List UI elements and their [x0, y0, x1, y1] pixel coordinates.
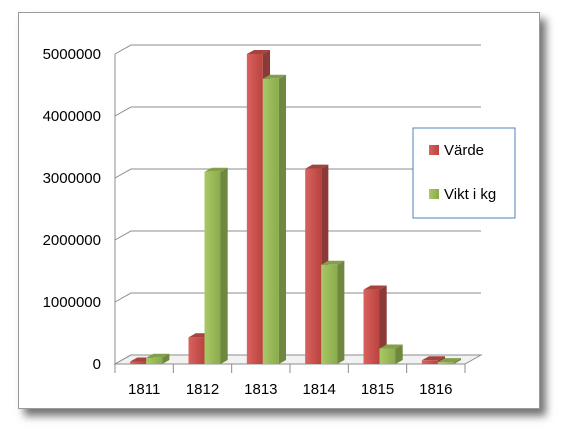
- y-tick-label: 0: [93, 356, 101, 373]
- legend-swatch: [429, 145, 439, 155]
- y-axis-ticks: 0 1000000 2000000 3000000 4000000 5000000: [43, 46, 101, 373]
- bars: [130, 49, 462, 365]
- x-tick-label: 1811: [128, 381, 160, 398]
- gridline: [114, 168, 481, 179]
- bar-vikt-i-kg-1811: [146, 353, 170, 364]
- gridline: [114, 44, 481, 55]
- bar-vikt-i-kg-1816: [437, 358, 462, 364]
- x-tick-label: 1814: [302, 381, 335, 398]
- gridline: [114, 106, 481, 117]
- legend-label: Vikt i kg: [444, 186, 496, 203]
- x-tick-label: 1816: [419, 381, 452, 398]
- x-axis-ticks: 1811 1812 1813 1814 1815 1816: [114, 364, 466, 398]
- x-tick-label: 1815: [361, 381, 394, 398]
- x-tick-label: 1813: [244, 381, 277, 398]
- legend-swatch: [429, 189, 439, 199]
- bar-v-rde-1815: [363, 285, 387, 364]
- y-tick-label: 4000000: [43, 108, 101, 125]
- y-tick-label: 2000000: [43, 232, 101, 249]
- bar-vikt-i-kg-1812: [204, 167, 228, 364]
- y-tick-label: 3000000: [43, 170, 101, 187]
- y-tick-label: 1000000: [43, 294, 101, 311]
- bar-vikt-i-kg-1814: [321, 260, 345, 364]
- legend-label: Värde: [444, 142, 484, 159]
- gridline: [114, 230, 481, 241]
- gridline: [114, 292, 481, 303]
- legend: Värde Vikt i kg: [412, 127, 516, 219]
- y-tick-label: 5000000: [43, 46, 101, 63]
- bar-vikt-i-kg-1813: [262, 74, 287, 365]
- legend-box: [412, 127, 516, 219]
- bar-vikt-i-kg-1815: [379, 344, 403, 364]
- x-tick-label: 1812: [186, 381, 219, 398]
